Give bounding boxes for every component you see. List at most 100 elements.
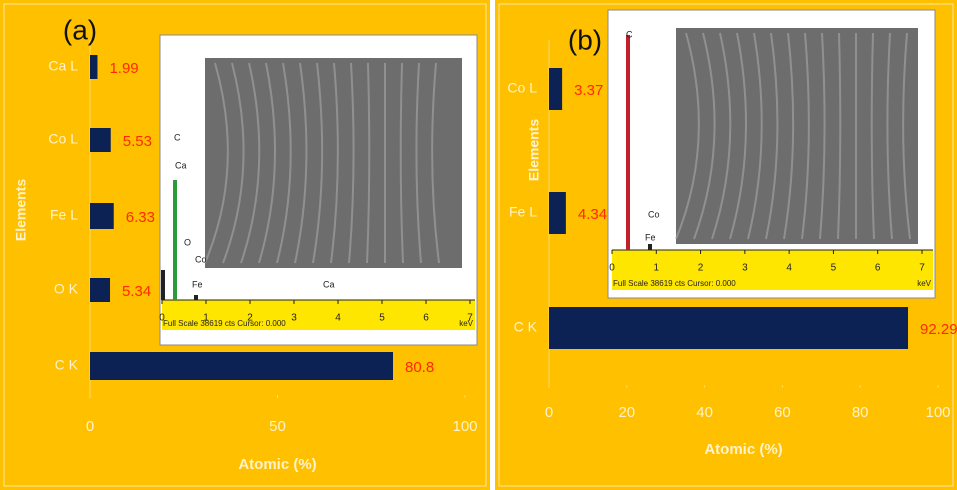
spectrum-tick-label: 0 (159, 313, 165, 324)
y-axis-title: Elements (526, 119, 542, 181)
spectrum-unit: keV (917, 279, 931, 288)
value-label: 80.8 (405, 359, 434, 376)
value-label: 1.99 (109, 60, 138, 77)
sem-texture (204, 62, 229, 264)
spectrum-peak (626, 35, 630, 250)
bar (549, 192, 566, 234)
bar (90, 203, 114, 229)
x-tick-label: 40 (696, 404, 713, 421)
value-label: 4.34 (578, 206, 607, 223)
spectrum-tick-label: 7 (919, 263, 925, 274)
sem-texture (675, 32, 700, 240)
sem-texture (431, 62, 440, 264)
sem-texture (276, 62, 292, 264)
peak-label: C (626, 29, 633, 39)
peak-label: Co (195, 254, 207, 264)
spectrum-tick-label: 3 (742, 263, 748, 274)
peak-label: Co (648, 209, 660, 219)
peak-label: Fe (192, 279, 203, 289)
sem-texture (765, 32, 779, 240)
bar (90, 278, 111, 302)
x-axis-title: Atomic (%) (704, 441, 782, 458)
category-label: Fe L (50, 207, 78, 223)
x-tick-label: 0 (86, 418, 94, 435)
sem-texture (415, 62, 422, 264)
spectrum-tick-label: 7 (467, 313, 473, 324)
bar (90, 128, 111, 152)
sem-image (676, 28, 918, 244)
sem-texture (222, 62, 245, 264)
spectrum-tick-label: 5 (831, 263, 837, 274)
sem-texture (783, 32, 795, 240)
panel-border (3, 3, 487, 487)
value-label: 92.29 (920, 321, 957, 338)
spectrum-tick-label: 1 (654, 263, 660, 274)
bar (549, 307, 909, 349)
y-axis-title: Elements (13, 179, 29, 241)
x-tick-label: 100 (925, 404, 950, 421)
spectrum-peak (161, 270, 165, 300)
spectrum-peak (173, 180, 177, 300)
sem-texture (258, 62, 276, 264)
sem-texture (294, 62, 308, 264)
peak-label: Ca (323, 279, 335, 289)
spectrum-tick-label: 2 (247, 313, 253, 324)
x-tick-label: 50 (269, 418, 286, 435)
spectrum-peak (194, 295, 198, 300)
sem-texture (693, 32, 716, 240)
x-axis-title: Atomic (%) (238, 456, 316, 473)
sem-texture (348, 62, 355, 264)
spectrum-tick-label: 4 (786, 263, 792, 274)
value-label: 3.37 (574, 82, 603, 99)
spectrum-unit: keV (459, 319, 473, 328)
spectrum-tick-label: 4 (335, 313, 341, 324)
sem-texture (330, 62, 339, 264)
sem-texture (837, 32, 842, 240)
spectrum-peak (648, 244, 652, 250)
value-label: 5.34 (122, 283, 151, 300)
bar (90, 352, 393, 380)
bar (549, 68, 563, 110)
panel-label: (a) (63, 14, 97, 45)
category-label: C K (55, 357, 79, 373)
category-label: Ca L (48, 58, 78, 74)
spectrum-tick-label: 1 (203, 313, 209, 324)
spectrum-axis-band (162, 300, 475, 330)
peak-label: Fe (645, 232, 656, 242)
x-tick-label: 20 (618, 404, 635, 421)
spectrum-tick-label: 2 (698, 263, 704, 274)
category-label: Co L (507, 80, 537, 96)
bar (90, 55, 98, 79)
spectrum-tick-label: 6 (875, 263, 881, 274)
category-label: O K (54, 281, 79, 297)
sem-texture (870, 32, 875, 240)
x-tick-label: 60 (774, 404, 791, 421)
spectrum-axis-band (612, 250, 933, 290)
category-label: Co L (48, 131, 78, 147)
category-label: C K (514, 319, 538, 335)
x-tick-label: 80 (852, 404, 869, 421)
spectrum-caption: Full Scale 38619 cts Cursor: 0.000 (163, 319, 286, 328)
spectrum-tick-label: 6 (423, 313, 429, 324)
spectrum-caption: Full Scale 38619 cts Cursor: 0.000 (613, 279, 736, 288)
spectrum-tick-label: 0 (609, 263, 615, 274)
value-label: 6.33 (126, 209, 155, 226)
spectrum-tick-label: 3 (291, 313, 297, 324)
sem-texture (819, 32, 826, 240)
sem-texture (902, 32, 911, 240)
peak-label: Ca (175, 160, 187, 170)
sem-texture (729, 32, 747, 240)
sem-texture (747, 32, 763, 240)
peak-label: C (174, 132, 181, 142)
sem-texture (711, 32, 732, 240)
panel-border (498, 3, 954, 487)
sem-texture (801, 32, 810, 240)
panel-label: (b) (568, 24, 602, 55)
sem-texture (312, 62, 324, 264)
category-label: Fe L (509, 204, 537, 220)
sem-texture (240, 62, 261, 264)
x-tick-label: 0 (545, 404, 553, 421)
peak-label: O (184, 237, 191, 247)
